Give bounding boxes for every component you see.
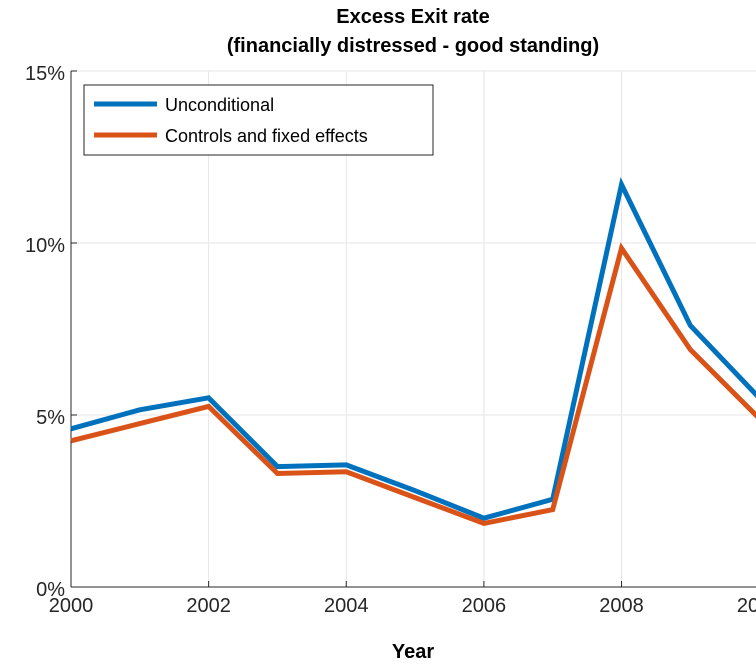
data-point — [481, 521, 486, 526]
series-line-2 — [70, 242, 756, 526]
data-point — [619, 246, 624, 251]
y-tick-label: 10% — [25, 235, 65, 257]
x-tick-label: 2002 — [186, 595, 231, 617]
data-point — [137, 421, 142, 426]
x-tick-label: 2006 — [462, 595, 507, 617]
axes — [70, 70, 756, 588]
data-point — [206, 395, 211, 400]
tick-labels: 2000 2002 2004 2006 2008 2010 0% 5% 10% 15% — [25, 63, 756, 617]
grid-lines — [71, 70, 756, 587]
legend: Unconditional Controls and fixed effects — [83, 84, 434, 156]
y-tick-label: 0% — [36, 579, 65, 601]
data-point — [69, 426, 74, 431]
legend-box — [83, 84, 434, 156]
data-point — [688, 323, 693, 328]
data-point — [275, 471, 280, 476]
data-point — [413, 488, 418, 493]
chart-title-line-1: Excess Exit rate — [336, 6, 489, 28]
series-lines — [69, 176, 756, 526]
data-point — [137, 407, 142, 412]
data-point — [688, 347, 693, 352]
x-axis-label: Year — [392, 641, 434, 663]
data-point — [206, 404, 211, 409]
data-point — [619, 182, 624, 187]
data-point — [413, 495, 418, 500]
data-point — [550, 507, 555, 512]
y-tick-label: 5% — [36, 407, 65, 429]
x-tick-label: 2008 — [599, 595, 644, 617]
data-point — [344, 469, 349, 474]
data-point — [344, 462, 349, 467]
legend-label: Unconditional — [165, 95, 274, 115]
data-point — [69, 438, 74, 443]
y-tick-label: 15% — [25, 63, 65, 85]
x-tick-label: 2010 — [737, 595, 756, 617]
chart-title-line-2: (financially distressed - good standing) — [227, 35, 599, 57]
data-point — [481, 516, 486, 521]
x-tick-label: 2000 — [49, 595, 94, 617]
legend-label: Controls and fixed effects — [165, 126, 368, 146]
series-line-1 — [70, 176, 756, 521]
x-tick-label: 2004 — [324, 595, 369, 617]
